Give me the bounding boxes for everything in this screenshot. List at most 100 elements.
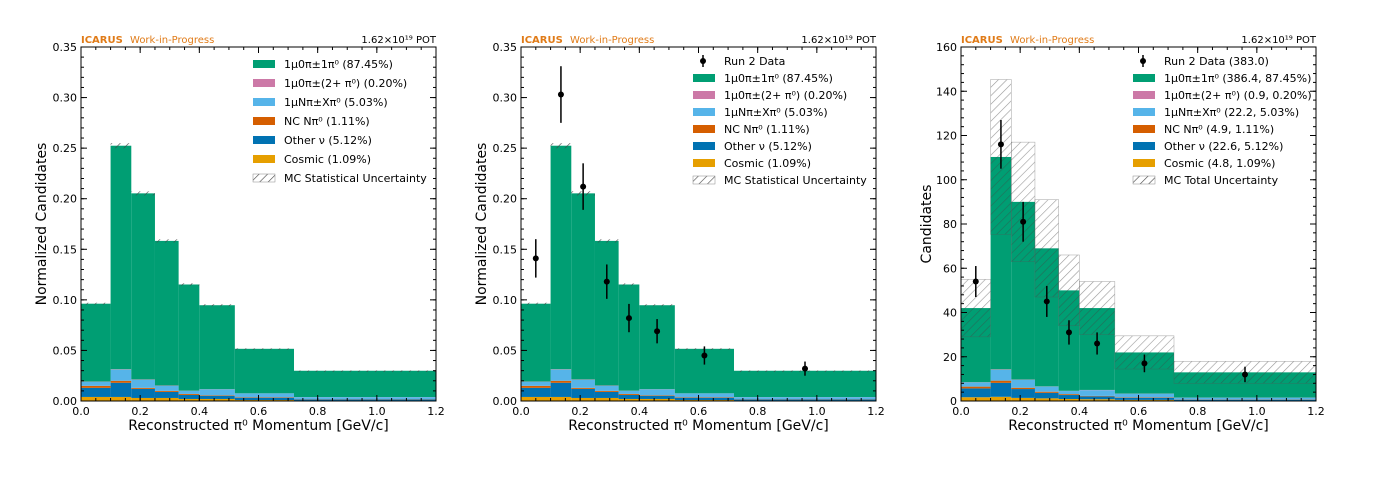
x-axis-title: Reconstructed π⁰ Momentum [GeV/c] — [568, 418, 828, 434]
histogram-bar — [178, 394, 200, 399]
histogram-bar — [1011, 397, 1035, 401]
data-point — [701, 352, 708, 359]
histogram-bar — [178, 393, 200, 395]
legend-label: NC Nπ⁰ (1.11%) — [724, 123, 810, 136]
histogram-bar — [131, 193, 155, 380]
histogram-bar — [131, 397, 155, 401]
legend-label: Cosmic (1.09%) — [284, 153, 371, 166]
legend: Run 2 Data (383.0) 1μ0π±1π⁰ (386.4, 87.45… — [1132, 55, 1312, 187]
x-tick-label: 0.2 — [571, 405, 589, 418]
histogram-bar — [1079, 396, 1115, 400]
legend-label: NC Nπ⁰ (1.11%) — [284, 115, 370, 128]
x-tick-label: 1.0 — [368, 405, 386, 418]
histogram-bar — [674, 397, 734, 400]
legend-data-marker — [700, 58, 706, 64]
legend-label: MC Statistical Uncertainty — [724, 174, 867, 187]
histogram-bar — [618, 390, 640, 394]
histogram-bar — [110, 396, 132, 401]
legend-swatch — [693, 125, 715, 133]
data-layer — [972, 120, 1248, 383]
legend-swatch — [253, 117, 275, 125]
histogram-bar — [594, 391, 619, 398]
histogram-bar — [1058, 394, 1080, 396]
histogram-bar — [1011, 379, 1035, 388]
histogram-bar — [639, 389, 675, 396]
uncertainty-band — [521, 302, 551, 305]
header-experiment-label: ICARUS Work-in-Progress — [81, 35, 214, 46]
y-tick-label: 0.30 — [493, 92, 518, 105]
legend-data-marker — [1140, 58, 1146, 64]
histogram-bar — [618, 284, 640, 391]
data-point — [1043, 298, 1050, 305]
legend-label: MC Total Uncertainty — [1164, 174, 1279, 187]
chart-panel-1: ICARUS Work-in-Progress 1.62×10¹⁹ POT 0.… — [34, 35, 445, 434]
x-tick-label: 0.6 — [690, 405, 708, 418]
histogram-bar — [178, 390, 200, 394]
legend-label: 1μNπ±Xπ⁰ (5.03%) — [724, 106, 828, 119]
uncertainty-band — [550, 143, 572, 149]
y-tick-label: 160 — [936, 41, 957, 54]
stack-layer — [81, 143, 436, 401]
histogram-bar — [961, 382, 991, 387]
uncertainty-band — [178, 283, 200, 286]
legend-label: 1μNπ±Xπ⁰ (22.2, 5.03%) — [1164, 106, 1299, 119]
histogram-bar — [674, 399, 734, 401]
legend-swatch — [253, 155, 275, 163]
legend-label: Run 2 Data — [724, 55, 785, 68]
histogram-bar — [550, 145, 572, 370]
data-point — [1141, 360, 1148, 367]
uncertainty-band — [131, 191, 155, 196]
histogram-bar — [961, 388, 991, 398]
tick-layer: 0.0 0.2 0.4 0.6 0.8 1.0 1.2 0.00 0.05 0.10 0.15 0.2… — [53, 41, 445, 418]
data-point — [997, 141, 1004, 148]
histogram-bar — [234, 399, 294, 401]
histogram-bar — [571, 193, 595, 380]
uncertainty-band — [639, 304, 675, 307]
legend-swatch — [1133, 74, 1155, 82]
data-point — [654, 328, 661, 335]
legend-label: 1μ0π±(2+ π⁰) (0.20%) — [284, 77, 407, 90]
uncertainty-band — [154, 239, 179, 243]
y-tick-label: 40 — [943, 307, 957, 320]
header-status: Work-in-Progress — [570, 35, 654, 46]
histogram-bar — [594, 390, 619, 392]
histogram-bar — [521, 387, 551, 397]
y-tick-label: 120 — [936, 130, 957, 143]
legend-label: Other ν (5.12%) — [724, 140, 812, 153]
legend-swatch-uncertainty — [252, 173, 276, 183]
legend-swatch — [1133, 91, 1155, 99]
legend-swatch — [693, 108, 715, 116]
data-point — [580, 183, 587, 190]
y-tick-label: 0.30 — [53, 92, 78, 105]
histogram-bar — [294, 399, 436, 401]
legend-swatch — [693, 74, 715, 82]
data-point — [557, 91, 564, 98]
x-tick-label: 1.2 — [867, 405, 885, 418]
histogram-bar — [234, 397, 294, 400]
legend-label: 1μ0π±1π⁰ (87.45%) — [284, 58, 393, 71]
x-tick-label: 0.2 — [131, 405, 149, 418]
histogram-bar — [234, 397, 294, 398]
x-tick-label: 0.6 — [250, 405, 268, 418]
histogram-bar — [81, 303, 111, 382]
legend-label: Other ν (5.12%) — [284, 134, 372, 147]
histogram-bar — [1034, 391, 1059, 393]
histogram-bar — [154, 240, 179, 386]
uncertainty-band — [81, 302, 111, 305]
x-tick-label: 0.0 — [512, 405, 530, 418]
x-axis-title: Reconstructed π⁰ Momentum [GeV/c] — [128, 418, 388, 434]
y-axis-title: Normalized Candidates — [34, 143, 50, 306]
histogram-bar — [618, 393, 640, 395]
histogram-bar — [199, 398, 235, 401]
legend-swatch — [693, 159, 715, 167]
histogram-bar — [571, 379, 595, 388]
y-tick-label: 140 — [936, 85, 957, 98]
y-tick-label: 0.20 — [53, 193, 78, 206]
uncertainty-band — [594, 239, 619, 243]
y-tick-label: 0.35 — [493, 41, 518, 54]
x-tick-label: 0.8 — [749, 405, 767, 418]
legend-label: 1μ0π±1π⁰ (386.4, 87.45%) — [1164, 72, 1311, 85]
histogram-bar — [990, 382, 1012, 397]
histogram-bar — [571, 387, 595, 389]
